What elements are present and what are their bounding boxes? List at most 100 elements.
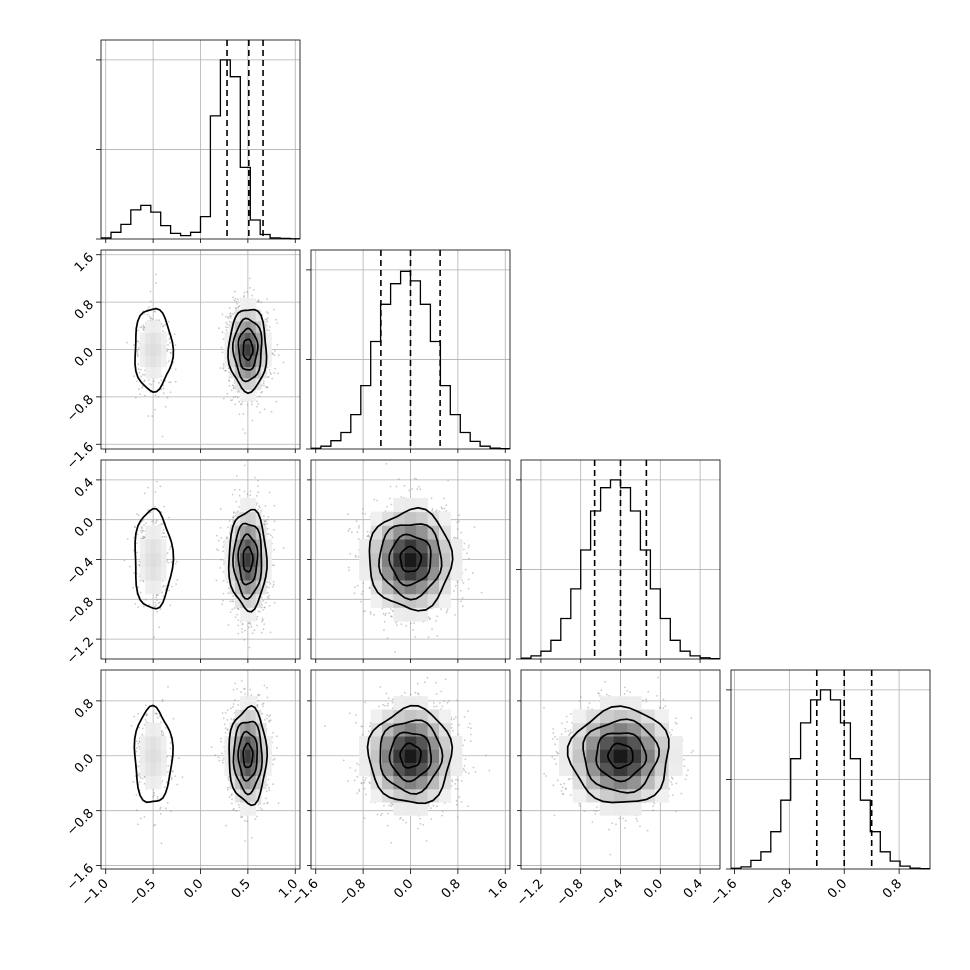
scatter-point bbox=[237, 607, 240, 610]
scatter-point bbox=[251, 403, 253, 406]
scatter-point bbox=[163, 536, 166, 538]
panel-content bbox=[311, 460, 510, 659]
scatter-point bbox=[357, 584, 359, 587]
scatter-point bbox=[231, 516, 234, 519]
scatter-point bbox=[176, 579, 179, 581]
scatter-point bbox=[219, 527, 222, 529]
scatter-point bbox=[169, 604, 172, 607]
scatter-point bbox=[152, 318, 154, 321]
scatter-point bbox=[142, 605, 145, 608]
scatter-point bbox=[461, 597, 464, 599]
scatter-point bbox=[153, 636, 156, 639]
scatter-point bbox=[222, 571, 225, 573]
scatter-point bbox=[174, 368, 177, 371]
contour-line bbox=[242, 545, 254, 573]
scatter-point bbox=[228, 520, 231, 522]
density-cell bbox=[250, 389, 257, 402]
density-cell bbox=[234, 321, 241, 333]
scatter-point bbox=[264, 318, 267, 321]
scatter-point bbox=[347, 513, 349, 516]
scatter-point bbox=[136, 340, 139, 342]
scatter-point bbox=[276, 343, 279, 346]
scatter-point bbox=[263, 519, 265, 522]
scatter-point bbox=[164, 380, 167, 382]
scatter-point bbox=[226, 581, 229, 583]
scatter-point bbox=[226, 326, 229, 329]
scatter-point bbox=[146, 313, 149, 316]
scatter-point bbox=[220, 558, 223, 561]
scatter-point bbox=[390, 503, 393, 506]
density-cell bbox=[245, 309, 251, 322]
density-cell bbox=[245, 343, 251, 356]
scatter-point bbox=[237, 619, 240, 621]
scatter-point bbox=[272, 583, 275, 586]
scatter-point bbox=[166, 396, 169, 399]
density-cell bbox=[224, 355, 231, 368]
scatter-point bbox=[227, 587, 230, 589]
panel-content bbox=[101, 250, 300, 449]
scatter-point bbox=[237, 608, 240, 611]
scatter-point bbox=[133, 536, 136, 539]
scatter-point bbox=[234, 616, 237, 619]
scatter-point bbox=[257, 300, 260, 303]
scatter-point bbox=[236, 613, 239, 616]
panel-content bbox=[101, 460, 300, 659]
scatter-point bbox=[162, 325, 165, 327]
scatter-point bbox=[137, 352, 139, 355]
density-cell bbox=[250, 321, 257, 333]
scatter-point bbox=[137, 586, 140, 589]
scatter-point bbox=[149, 300, 152, 303]
scatter-point bbox=[158, 626, 161, 629]
scatter-point bbox=[152, 519, 155, 522]
scatter-point bbox=[158, 601, 161, 604]
scatter-point bbox=[257, 485, 259, 487]
density-cell bbox=[155, 566, 162, 581]
density-cell bbox=[245, 607, 251, 622]
density-cell bbox=[255, 332, 262, 345]
density-cell bbox=[234, 332, 241, 345]
density-cell bbox=[145, 332, 151, 345]
scatter-point bbox=[162, 595, 165, 597]
scatter-point bbox=[268, 326, 271, 328]
scatter-point bbox=[148, 306, 150, 309]
density-cell bbox=[145, 539, 151, 554]
scatter-point bbox=[250, 625, 253, 628]
scatter-point bbox=[160, 388, 163, 391]
scatter-point bbox=[223, 560, 225, 562]
scatter-point bbox=[262, 628, 265, 630]
scatter-point bbox=[272, 564, 274, 566]
scatter-point bbox=[155, 282, 158, 284]
scatter-point bbox=[231, 600, 234, 602]
scatter-point bbox=[221, 351, 224, 354]
contour-line bbox=[231, 317, 263, 383]
scatter-point bbox=[123, 559, 126, 562]
scatter-point bbox=[260, 631, 263, 634]
scatter-point bbox=[229, 312, 232, 315]
density-cell bbox=[240, 378, 246, 390]
density-cell bbox=[250, 525, 257, 540]
contour-line bbox=[134, 507, 175, 610]
scatter-point bbox=[225, 321, 228, 324]
density-cell bbox=[260, 332, 267, 345]
density-cell bbox=[234, 378, 241, 390]
scatter-point bbox=[273, 372, 275, 374]
density-cell bbox=[245, 355, 251, 368]
density-cell bbox=[266, 539, 272, 554]
density-cell bbox=[245, 552, 251, 567]
scatter-point bbox=[141, 385, 144, 388]
scatter-point bbox=[126, 538, 129, 540]
histogram-1 bbox=[311, 270, 510, 450]
scatter-point bbox=[249, 490, 252, 493]
scatter-point bbox=[161, 591, 164, 594]
scatter-point bbox=[167, 320, 170, 323]
scatter-point bbox=[235, 306, 237, 309]
scatter-point bbox=[258, 505, 260, 507]
scatter-point bbox=[241, 631, 244, 633]
scatter-point bbox=[267, 376, 269, 378]
scatter-point bbox=[268, 491, 271, 494]
scatter-point bbox=[154, 601, 157, 604]
scatter-point bbox=[260, 392, 262, 394]
scatter-point bbox=[163, 532, 166, 535]
density-cell bbox=[150, 343, 157, 356]
scatter-point bbox=[229, 611, 232, 613]
